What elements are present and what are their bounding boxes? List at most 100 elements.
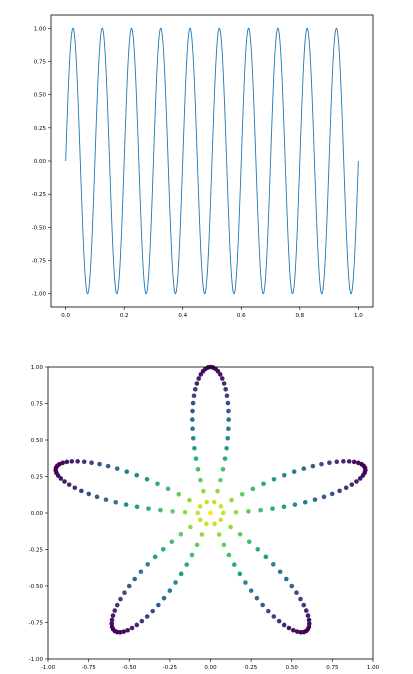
rose-scatter-point	[138, 569, 144, 575]
rose-scatter-point	[341, 459, 346, 464]
rose-scatter-point	[55, 473, 61, 478]
rose-scatter-point	[292, 502, 298, 507]
sine-y-tick-label: -1.00	[32, 292, 47, 298]
rose-scatter-point	[306, 621, 312, 627]
rose-scatter-point	[161, 595, 167, 601]
rose-scatter-point	[225, 436, 231, 441]
rose-scatter-point	[193, 456, 199, 461]
rose-y-tick-label: 1.00	[31, 365, 44, 371]
rose-scatter-point	[66, 482, 72, 487]
sine-x-tick-label: 0.0	[61, 313, 70, 319]
rose-scatter-point	[64, 459, 70, 465]
rose-scatter-point	[294, 590, 299, 596]
sine-y-tick-label: 0.75	[34, 59, 47, 65]
rose-scatter-point	[109, 617, 115, 623]
rose-scatter-point	[261, 481, 266, 487]
rose-scatter-point	[270, 506, 275, 511]
rose-scatter-point	[112, 608, 118, 613]
rose-scatter-point	[178, 571, 184, 577]
rose-scatter-point	[158, 507, 163, 513]
rose-scatter-point	[271, 562, 276, 567]
rose-scatter-point	[312, 497, 318, 502]
rose-scatter-point	[152, 554, 158, 560]
rose-scatter-point	[145, 562, 150, 567]
sine-y-tick-label: -0.50	[32, 225, 47, 231]
rose-scatter-point	[254, 595, 260, 601]
rose-scatter-point	[62, 479, 67, 484]
sine-y-tick-label: 0.25	[34, 126, 47, 132]
rose-scatter-point	[198, 517, 203, 523]
rose-y-tick-label: 0.00	[31, 511, 44, 517]
rose-y-tick-label: 0.75	[31, 402, 44, 408]
rose-x-tick-label: 0.75	[326, 665, 339, 671]
rose-y-tick-label: -0.75	[29, 621, 44, 627]
rose-scatter-point	[187, 497, 192, 503]
rose-scatter-point	[173, 580, 178, 585]
rose-scatter-point	[258, 507, 263, 513]
rose-scatter-point	[301, 466, 307, 471]
rose-scatter-point	[223, 386, 228, 392]
rose-scatter-point	[129, 625, 135, 631]
rose-scatter-point	[146, 506, 151, 511]
rose-scatter-point	[169, 539, 175, 545]
rose-scatter-point	[302, 499, 308, 505]
rose-scatter-point	[212, 521, 217, 527]
rose-scatter-point	[243, 580, 248, 585]
rose-scatter-point	[170, 509, 175, 514]
sine-wave-line	[65, 27, 359, 295]
sine-y-tick-label: -0.75	[32, 259, 47, 265]
rose-scatter-point	[113, 499, 119, 505]
rose-scatter-point	[260, 602, 265, 608]
rose-scatter-point	[351, 459, 357, 465]
rose-scatter-point	[198, 372, 204, 377]
sine-y-tick-label: -0.25	[32, 192, 47, 198]
rose-scatter-point	[191, 393, 197, 399]
rose-scatter-point	[224, 393, 230, 399]
rose-scatter-point	[303, 608, 309, 613]
rose-scatter-point	[193, 386, 198, 392]
rose-scatter-point	[217, 372, 223, 377]
rose-scatter-point	[192, 446, 197, 451]
rose-x-tick-label: 0.50	[286, 665, 299, 671]
rose-scatter-point	[220, 467, 226, 472]
rose-scatter-point	[139, 618, 145, 624]
rose-scatter-point	[319, 461, 324, 467]
rose-scatter-point	[226, 417, 231, 422]
rose-scatter-point	[294, 629, 300, 634]
sine-x-tick-label: 1.0	[354, 313, 363, 319]
rose-y-ticks: -1.00 -0.75 -0.50 -0.25 0.00 0.25 0.50 0.75 1.00	[29, 365, 48, 663]
rose-scatter-point	[189, 552, 195, 558]
rose-scatter-point	[124, 469, 130, 474]
rose-scatter-point	[327, 460, 332, 466]
rose-scatter-point	[237, 532, 243, 537]
rose-scatter-point	[305, 613, 311, 618]
sine-x-ticks: 0.0 0.2 0.4 0.6 0.8 1.0	[61, 307, 363, 319]
rose-scatter-point	[301, 602, 307, 608]
rose-scatter-point	[156, 602, 161, 608]
rose-x-tick-label: 0.25	[245, 665, 258, 671]
rose-scatter-point	[343, 485, 349, 491]
rose-scatter-point	[167, 588, 173, 593]
rose-scatter-point	[218, 517, 223, 523]
rose-scatter-point	[229, 497, 234, 503]
rose-scatter-point	[266, 608, 271, 614]
rose-scatter-point	[134, 472, 140, 478]
rose-x-tick-label: -1.00	[41, 665, 56, 671]
rose-scatter-point	[197, 504, 203, 509]
rose-scatter-point	[215, 488, 220, 494]
rose-scatter-point	[286, 625, 292, 631]
rose-scatter-point	[222, 456, 228, 461]
rose-scatter-point	[306, 617, 312, 623]
rose-scatter-point	[126, 583, 132, 589]
rose-scatter-point	[204, 499, 210, 505]
sine-wave-series	[65, 27, 359, 295]
rose-scatter-point	[276, 618, 282, 624]
rose-scatter-point	[271, 614, 277, 619]
rose-scatter-point	[188, 524, 193, 530]
rose-scatter-point	[354, 479, 359, 484]
rose-x-tick-label: -0.50	[122, 665, 137, 671]
rose-scatter-point	[349, 482, 355, 487]
rose-scatter-point	[248, 588, 254, 593]
rose-scatter-point	[182, 509, 188, 515]
rose-scatter-point	[58, 476, 64, 481]
